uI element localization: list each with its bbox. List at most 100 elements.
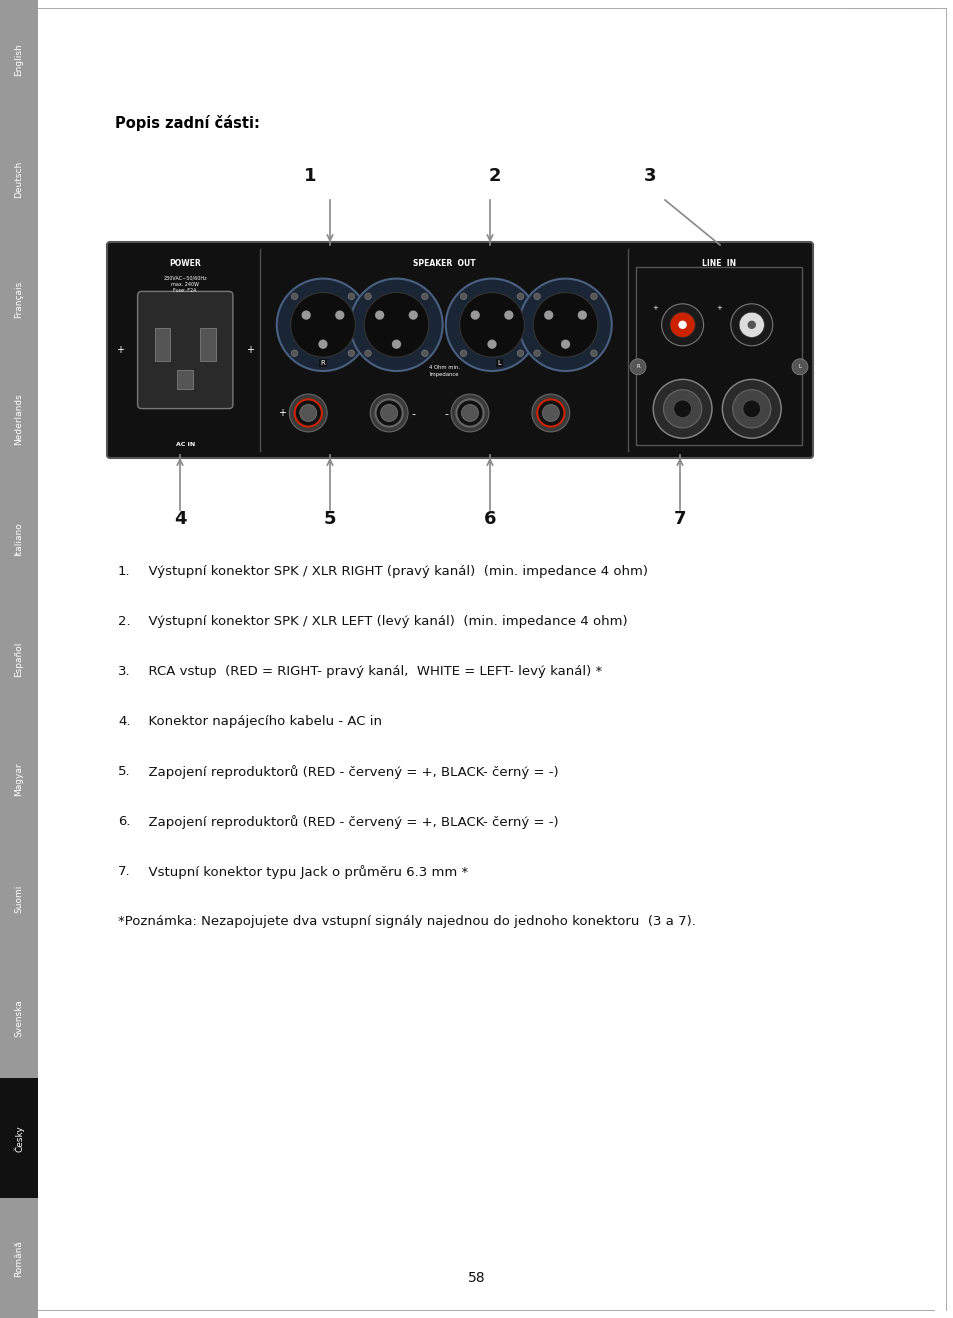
Text: +: + bbox=[716, 304, 721, 311]
Circle shape bbox=[541, 405, 558, 422]
Circle shape bbox=[504, 311, 513, 320]
Circle shape bbox=[392, 340, 400, 349]
Text: Svenska: Svenska bbox=[14, 999, 24, 1037]
Bar bbox=[0, 0, 38, 1318]
Bar bbox=[636, 268, 801, 445]
Circle shape bbox=[291, 351, 297, 356]
Circle shape bbox=[421, 351, 428, 356]
Text: RCA vstup  (RED = RIGHT- pravý kanál,  WHITE = LEFT- levý kanál) *: RCA vstup (RED = RIGHT- pravý kanál, WHI… bbox=[140, 666, 601, 677]
Text: Suomi: Suomi bbox=[14, 884, 24, 913]
Bar bbox=[200, 328, 215, 361]
Circle shape bbox=[747, 320, 755, 330]
Circle shape bbox=[364, 293, 371, 299]
Circle shape bbox=[487, 340, 497, 349]
Circle shape bbox=[445, 278, 537, 370]
Circle shape bbox=[534, 351, 539, 356]
Bar bbox=[177, 369, 193, 389]
Text: English: English bbox=[14, 43, 24, 76]
Circle shape bbox=[673, 399, 691, 418]
Text: Česky: Česky bbox=[13, 1124, 24, 1152]
Text: 2: 2 bbox=[488, 167, 500, 185]
Text: Italiano: Italiano bbox=[14, 522, 24, 556]
Circle shape bbox=[791, 358, 807, 374]
Text: 3.: 3. bbox=[118, 666, 131, 677]
Text: 7.: 7. bbox=[118, 865, 131, 878]
Text: -: - bbox=[411, 409, 415, 419]
Text: AC IN: AC IN bbox=[175, 442, 194, 447]
Text: Español: Español bbox=[14, 642, 24, 676]
Text: Magyar: Magyar bbox=[14, 762, 24, 796]
Text: +: + bbox=[278, 409, 286, 418]
Circle shape bbox=[370, 394, 408, 432]
Circle shape bbox=[301, 311, 311, 320]
Circle shape bbox=[459, 293, 524, 357]
Circle shape bbox=[534, 293, 539, 299]
Circle shape bbox=[348, 293, 355, 299]
Circle shape bbox=[662, 390, 701, 428]
Text: 58: 58 bbox=[468, 1271, 485, 1285]
Circle shape bbox=[543, 311, 553, 320]
Circle shape bbox=[348, 351, 355, 356]
Text: Zapojení reproduktorů (RED - červený = +, BLACK- černý = -): Zapojení reproduktorů (RED - červený = +… bbox=[140, 815, 558, 829]
Circle shape bbox=[590, 293, 597, 299]
Text: Popis zadní části:: Popis zadní části: bbox=[115, 115, 259, 130]
Text: 1.: 1. bbox=[118, 565, 131, 579]
Circle shape bbox=[460, 351, 466, 356]
Text: 4 Ohm min.
Impedance: 4 Ohm min. Impedance bbox=[428, 365, 459, 377]
Text: L: L bbox=[497, 360, 500, 366]
Circle shape bbox=[350, 278, 442, 370]
Circle shape bbox=[532, 394, 569, 432]
Circle shape bbox=[375, 311, 384, 320]
Circle shape bbox=[456, 399, 483, 427]
Circle shape bbox=[276, 278, 369, 370]
Circle shape bbox=[470, 311, 479, 320]
Circle shape bbox=[739, 312, 763, 337]
Circle shape bbox=[408, 311, 417, 320]
Text: 2.: 2. bbox=[118, 616, 131, 627]
Circle shape bbox=[375, 399, 402, 427]
Circle shape bbox=[364, 293, 428, 357]
Circle shape bbox=[730, 304, 772, 345]
Text: Konektor napájecího kabelu - AC in: Konektor napájecího kabelu - AC in bbox=[140, 714, 381, 728]
Circle shape bbox=[289, 394, 327, 432]
Text: Zapojení reproduktorů (RED - červený = +, BLACK- černý = -): Zapojení reproduktorů (RED - červený = +… bbox=[140, 764, 558, 779]
Circle shape bbox=[533, 293, 598, 357]
Text: Deutsch: Deutsch bbox=[14, 161, 24, 198]
Text: +: + bbox=[116, 345, 124, 355]
Circle shape bbox=[451, 394, 488, 432]
Text: 4.: 4. bbox=[118, 714, 131, 728]
Text: -: - bbox=[443, 409, 448, 419]
Circle shape bbox=[460, 293, 466, 299]
Circle shape bbox=[364, 351, 371, 356]
Text: Nederlands: Nederlands bbox=[14, 394, 24, 445]
Text: +: + bbox=[652, 304, 658, 311]
Circle shape bbox=[318, 340, 327, 349]
Text: LINE  IN: LINE IN bbox=[701, 260, 736, 268]
Circle shape bbox=[380, 405, 397, 422]
Text: 230VAC~50/60Hz
max. 240W
Fuse: F2A: 230VAC~50/60Hz max. 240W Fuse: F2A bbox=[163, 275, 207, 293]
Text: 3: 3 bbox=[643, 167, 656, 185]
Circle shape bbox=[732, 390, 770, 428]
Bar bbox=[0, 1078, 38, 1198]
Text: Výstupní konektor SPK / XLR RIGHT (pravý kanál)  (min. impedance 4 ohm): Výstupní konektor SPK / XLR RIGHT (pravý… bbox=[140, 565, 647, 579]
Text: +: + bbox=[246, 345, 254, 355]
Circle shape bbox=[517, 293, 523, 299]
Circle shape bbox=[678, 320, 686, 330]
Circle shape bbox=[629, 358, 645, 374]
Text: R: R bbox=[636, 364, 639, 369]
Circle shape bbox=[661, 304, 703, 345]
Circle shape bbox=[518, 278, 611, 370]
Text: Română: Română bbox=[14, 1240, 24, 1277]
Text: R: R bbox=[320, 360, 325, 366]
Text: 4: 4 bbox=[173, 510, 186, 529]
Circle shape bbox=[335, 311, 344, 320]
Text: 6.: 6. bbox=[118, 815, 131, 828]
Text: Výstupní konektor SPK / XLR LEFT (levý kanál)  (min. impedance 4 ohm): Výstupní konektor SPK / XLR LEFT (levý k… bbox=[140, 616, 627, 627]
FancyBboxPatch shape bbox=[137, 291, 233, 409]
Circle shape bbox=[294, 399, 321, 427]
Circle shape bbox=[291, 293, 297, 299]
Text: *Poznámka: Nezapojujete dva vstupní signály najednou do jednoho konektoru  (3 a : *Poznámka: Nezapojujete dva vstupní sign… bbox=[118, 915, 695, 928]
Circle shape bbox=[721, 380, 781, 438]
Circle shape bbox=[461, 405, 478, 422]
Text: 5: 5 bbox=[323, 510, 335, 529]
